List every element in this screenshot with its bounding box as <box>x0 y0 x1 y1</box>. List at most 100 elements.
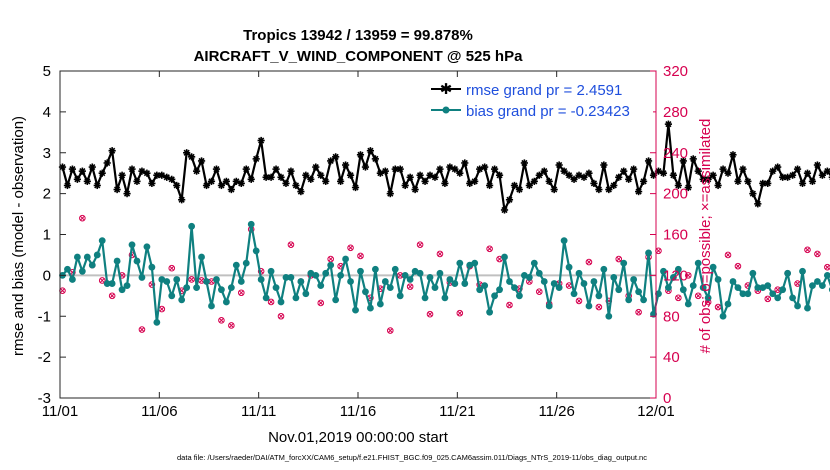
rmse-point <box>759 179 767 188</box>
rmse-point <box>788 171 797 179</box>
bias-point <box>153 318 161 326</box>
rmse-point <box>764 179 772 188</box>
obs-possible-marker <box>267 298 275 306</box>
data-file-footnote: data file: /Users/raeder/DAI/ATM_forcXX/… <box>177 453 647 462</box>
bias-point <box>530 259 538 267</box>
rmse-point <box>267 173 275 181</box>
y-axis-label-right: # of obs: o=possible; ×=assimilated <box>697 119 714 354</box>
bias-point <box>242 259 250 267</box>
obs-assimilated-marker <box>99 277 105 284</box>
bias-point <box>277 298 285 306</box>
obs-possible-marker <box>228 322 235 329</box>
bias-point <box>401 271 409 279</box>
rmse-point <box>212 165 221 173</box>
bias-point <box>218 286 225 294</box>
obs-possible-marker <box>357 252 364 260</box>
bias-point <box>352 306 359 314</box>
rmse-point <box>431 173 439 181</box>
obs-assimilated-marker <box>139 326 145 333</box>
bias-point <box>386 284 394 292</box>
bias-point <box>327 261 335 269</box>
rmse-point <box>411 185 419 194</box>
bias-point <box>516 292 523 300</box>
plot-area <box>60 71 656 398</box>
rmse-point <box>441 179 449 188</box>
bias-point <box>630 276 638 283</box>
rmse-point <box>595 185 603 194</box>
bias-point <box>684 300 692 308</box>
rmse-point <box>823 167 830 175</box>
bias-point <box>193 284 200 292</box>
obs-possible-marker <box>615 255 623 263</box>
bias-point <box>625 296 633 304</box>
rmse-point <box>540 167 548 175</box>
bias-point <box>804 304 811 312</box>
bias-point <box>113 257 121 265</box>
rmse-point <box>222 177 230 185</box>
rmse-point <box>635 187 643 196</box>
rmse-point <box>694 167 702 175</box>
bias-point <box>610 274 618 281</box>
bias-point <box>342 255 349 263</box>
series-layer <box>58 120 830 334</box>
bias-point <box>660 267 667 275</box>
bias-point <box>550 280 558 287</box>
bias-point <box>292 294 300 302</box>
rmse-point <box>421 177 429 185</box>
rmse-point <box>510 181 519 190</box>
rmse-point <box>699 175 707 183</box>
y-tick-label-right: 200 <box>663 186 688 203</box>
obs-assimilated-marker <box>109 293 115 299</box>
bias-point <box>491 292 498 300</box>
bias-point <box>103 280 111 287</box>
rmse-point <box>644 157 653 165</box>
rmse-point <box>361 163 370 171</box>
rmse-point <box>486 181 494 190</box>
bias-point <box>237 278 245 285</box>
bias-point <box>287 274 295 281</box>
y-tick-label-right: 320 <box>663 63 688 80</box>
obs-possible-marker <box>98 277 106 284</box>
obs-assimilated-marker <box>59 288 66 294</box>
bias-point <box>431 284 439 292</box>
obs-possible-marker <box>734 262 742 270</box>
obs-possible-marker <box>287 241 295 249</box>
y-tick-label-right: 0 <box>663 390 671 407</box>
obs-assimilated-marker <box>685 272 691 278</box>
bias-point <box>496 286 503 294</box>
bias-point <box>585 302 593 310</box>
bias-point <box>769 290 777 298</box>
y-tick-label-left: 3 <box>43 145 51 162</box>
rmse-point <box>605 185 613 194</box>
bias-point <box>416 269 424 277</box>
rmse-point <box>108 147 116 155</box>
bias-point <box>272 284 280 292</box>
bias-point <box>252 247 260 255</box>
bias-point <box>739 290 747 298</box>
bias-point <box>396 292 404 300</box>
obs-assimilated-marker <box>218 317 224 323</box>
bias-point <box>694 259 702 267</box>
rmse-point <box>684 183 692 192</box>
bias-point <box>376 300 384 308</box>
obs-assimilated-marker <box>596 304 602 310</box>
rmse-point <box>371 155 379 163</box>
bias-point <box>560 237 568 245</box>
obs-assimilated-marker <box>576 298 582 304</box>
rmse-point <box>317 171 325 179</box>
bias-point <box>227 284 235 292</box>
rmse-point <box>401 181 409 190</box>
rmse-point <box>183 149 191 157</box>
rmse-point <box>178 196 186 204</box>
rmse-point <box>351 183 360 192</box>
rmse-point <box>406 173 414 181</box>
bias-point <box>679 286 687 294</box>
bias-point <box>461 280 469 287</box>
bias-point <box>282 274 290 281</box>
bias-point <box>312 271 320 279</box>
bias-point <box>108 280 116 287</box>
bias-point <box>188 222 196 230</box>
legend-rmse-marker: ✱ <box>440 81 453 98</box>
obs-assimilated-marker <box>387 328 393 334</box>
y-tick-label-left: -1 <box>38 308 51 325</box>
